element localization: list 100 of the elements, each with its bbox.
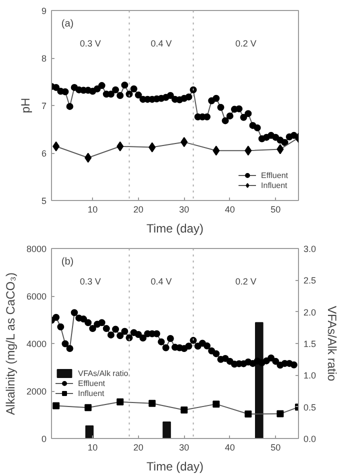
- point: [121, 82, 128, 89]
- point: [89, 325, 96, 332]
- point: [162, 344, 170, 352]
- point: [94, 85, 101, 92]
- annotation: 0.2 V: [235, 276, 256, 286]
- point: [244, 146, 252, 156]
- legend-label: Influent: [78, 388, 104, 398]
- y-tick-label: 8000: [26, 244, 47, 254]
- annotation: 0.2 V: [235, 38, 256, 48]
- y-tick-label: 7: [41, 101, 47, 111]
- point: [107, 331, 114, 338]
- point: [244, 410, 252, 418]
- point: [84, 404, 92, 412]
- point: [52, 402, 60, 410]
- point: [244, 110, 252, 118]
- point: [185, 93, 192, 100]
- x-tick-label: 40: [224, 442, 235, 452]
- y2-tick-label: 2.5: [304, 276, 316, 286]
- annotation: 0.4 V: [150, 38, 172, 48]
- y-tick-label: 4000: [26, 339, 47, 349]
- x-tick-label: 50: [270, 204, 281, 214]
- point: [276, 144, 284, 154]
- point: [240, 114, 248, 121]
- y2-axis-title: VFAs/Alk ratio: [325, 306, 340, 382]
- y2-tick-label: 2.0: [304, 307, 316, 318]
- x-tick-label: 30: [179, 442, 190, 452]
- y2-tick-label: 1.0: [304, 370, 316, 381]
- point: [204, 342, 211, 350]
- point: [153, 330, 160, 338]
- point: [139, 334, 146, 342]
- point: [148, 142, 156, 152]
- point: [134, 330, 142, 338]
- point: [126, 334, 133, 342]
- point: [52, 84, 60, 91]
- point: [212, 94, 220, 102]
- y2-tick-label: 3.0: [304, 244, 316, 254]
- point: [112, 326, 120, 333]
- annotation: 0.4 V: [150, 276, 172, 286]
- bar: [255, 322, 264, 438]
- y-axis-title: pH: [18, 98, 32, 114]
- y-tick-label: 2000: [26, 386, 47, 396]
- point: [66, 344, 74, 352]
- point: [62, 88, 69, 96]
- point: [98, 82, 106, 90]
- point: [180, 137, 188, 148]
- point: [116, 332, 124, 340]
- point: [84, 152, 92, 163]
- annotation: (b): [61, 256, 74, 268]
- bar: [85, 425, 94, 438]
- point: [254, 124, 261, 132]
- point: [112, 86, 120, 94]
- point: [217, 104, 224, 111]
- legend-label: Influent: [261, 180, 288, 190]
- point: [276, 410, 284, 418]
- legend-label: VFAs/Alk ratio: [78, 368, 128, 378]
- x-axis-title: Time (day): [146, 222, 204, 236]
- y2-tick-label: 1.5: [304, 339, 316, 349]
- point: [70, 309, 78, 316]
- point: [134, 92, 142, 99]
- point: [116, 92, 124, 100]
- point: [290, 361, 298, 368]
- point: [180, 406, 188, 414]
- point: [126, 90, 133, 98]
- y2-tick-label: 0.0: [304, 434, 316, 444]
- x-axis-title: Time (day): [146, 460, 204, 474]
- y-tick-label: 9: [41, 6, 47, 16]
- y2-tick-label: 0.5: [304, 402, 316, 412]
- x-tick-label: 10: [88, 204, 98, 214]
- annotation: 0.3 V: [80, 38, 101, 48]
- x-tick-label: 40: [224, 204, 235, 214]
- legend-label: Effluent: [78, 378, 105, 388]
- point: [222, 117, 229, 124]
- point: [204, 113, 211, 120]
- y-axis-title: Alkalinity (mg/L as CaCO₃): [3, 272, 18, 415]
- point: [57, 323, 64, 330]
- point: [226, 112, 234, 120]
- point: [52, 141, 60, 152]
- bar: [162, 422, 171, 438]
- point: [84, 319, 92, 326]
- point: [272, 358, 280, 365]
- x-tick-label: 30: [179, 204, 190, 214]
- point: [212, 350, 220, 358]
- point: [190, 86, 197, 94]
- point: [62, 340, 69, 348]
- point: [102, 325, 110, 332]
- x-tick-label: 50: [270, 442, 281, 452]
- point: [98, 319, 106, 326]
- point: [66, 102, 74, 110]
- y-tick-label: 6: [41, 148, 47, 158]
- point: [212, 146, 220, 156]
- point: [166, 335, 174, 342]
- point: [166, 92, 174, 100]
- point: [158, 338, 165, 346]
- x-tick-label: 20: [133, 204, 144, 214]
- y-tick-label: 5: [41, 196, 47, 206]
- point: [190, 336, 197, 344]
- point: [121, 328, 128, 335]
- point: [116, 141, 124, 152]
- point: [212, 400, 220, 408]
- y-tick-label: 6000: [26, 292, 47, 302]
